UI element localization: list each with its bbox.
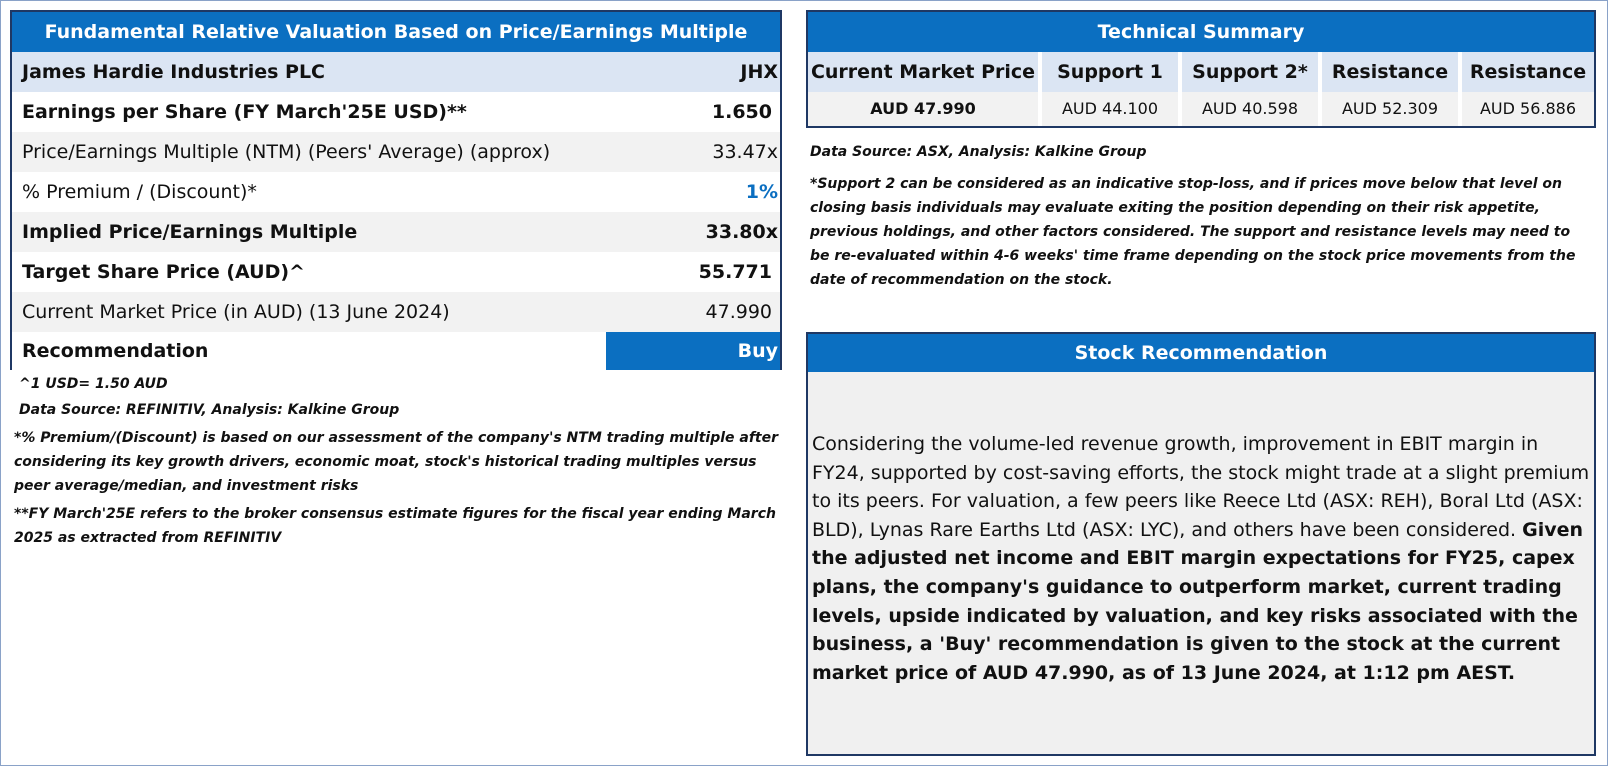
technical-grid: Current Market Price Support 1 Support 2…	[808, 52, 1594, 126]
valuation-source-note: Data Source: REFINITIV, Analysis: Kalkin…	[19, 402, 400, 418]
header-resistance-1: Resistance 1	[1318, 52, 1458, 123]
value-support-2: AUD 40.598	[1178, 92, 1318, 126]
current-price-value: 47.990	[705, 301, 772, 323]
premium-note: *% Premium/(Discount) is based on our as…	[14, 430, 779, 494]
valuation-notes: ^1 USD= 1.50 AUD Data Source: REFINITIV,…	[14, 372, 784, 550]
company-row: James Hardie Industries PLC JHX	[12, 52, 780, 92]
implied-pe-value: 33.80x	[705, 221, 778, 243]
technical-source-note: Data Source: ASX, Analysis: Kalkine Grou…	[810, 144, 1147, 160]
stock-recommendation-text: Considering the volume-led revenue growt…	[812, 430, 1592, 687]
current-price-row: Current Market Price (in AUD) (13 June 2…	[12, 292, 780, 332]
recommendation-label: Recommendation	[22, 340, 209, 362]
value-resistance-2: AUD 56.886	[1458, 92, 1594, 126]
premium-value: 1%	[745, 181, 778, 203]
header-support-2: Support 2*	[1178, 52, 1318, 92]
implied-pe-row: Implied Price/Earnings Multiple 33.80x	[12, 212, 780, 252]
target-price-value: 55.771	[698, 261, 772, 283]
pe-multiple-label: Price/Earnings Multiple (NTM) (Peers' Av…	[22, 141, 551, 163]
stock-recommendation-box: Stock Recommendation Considering the vol…	[806, 332, 1596, 756]
implied-pe-label: Implied Price/Earnings Multiple	[22, 221, 358, 243]
target-price-label: Target Share Price (AUD)^	[22, 261, 305, 283]
current-price-label: Current Market Price (in AUD) (13 June 2…	[22, 301, 450, 323]
header-support-1: Support 1	[1038, 52, 1178, 92]
eps-value: 1.650	[711, 101, 772, 123]
company-name: James Hardie Industries PLC	[22, 61, 325, 83]
recommendation-value: Buy	[606, 332, 780, 370]
header-resistance-2: Resistance 2	[1458, 52, 1594, 123]
valuation-table: Fundamental Relative Valuation Based on …	[10, 10, 782, 370]
pe-multiple-value: 33.47x	[712, 141, 778, 163]
eps-label: Earnings per Share (FY March'25E USD)**	[22, 101, 467, 123]
premium-row: % Premium / (Discount)* 1%	[12, 172, 780, 212]
technical-notes: Data Source: ASX, Analysis: Kalkine Grou…	[810, 140, 1590, 292]
recommendation-text-regular: Considering the volume-led revenue growt…	[812, 433, 1590, 541]
value-support-1: AUD 44.100	[1038, 92, 1178, 126]
eps-row: Earnings per Share (FY March'25E USD)** …	[12, 92, 780, 132]
value-current-price: AUD 47.990	[808, 92, 1038, 126]
support-note: *Support 2 can be considered as an indic…	[810, 176, 1576, 288]
recommendation-row: Recommendation Buy	[12, 332, 780, 370]
technical-summary-table: Technical Summary Current Market Price S…	[806, 10, 1596, 128]
recommendation-text-bold: Given the adjusted net income and EBIT m…	[812, 518, 1584, 684]
fy-note: **FY March'25E refers to the broker cons…	[14, 506, 776, 546]
pe-multiple-row: Price/Earnings Multiple (NTM) (Peers' Av…	[12, 132, 780, 172]
fx-note: ^1 USD= 1.50 AUD	[19, 376, 168, 392]
company-ticker: JHX	[740, 61, 778, 83]
header-current-price: Current Market Price	[808, 52, 1038, 92]
value-resistance-1: AUD 52.309	[1318, 92, 1458, 126]
premium-label: % Premium / (Discount)*	[22, 181, 257, 203]
target-price-row: Target Share Price (AUD)^ 55.771	[12, 252, 780, 292]
valuation-title: Fundamental Relative Valuation Based on …	[12, 12, 780, 52]
stock-recommendation-title: Stock Recommendation	[808, 334, 1594, 372]
technical-summary-title: Technical Summary	[808, 12, 1594, 52]
